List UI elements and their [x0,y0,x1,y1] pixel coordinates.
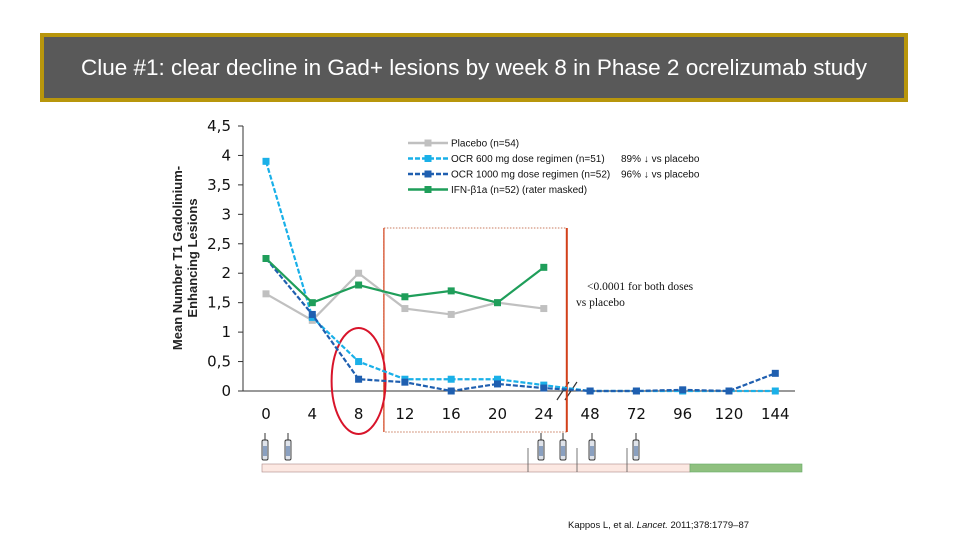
x-tick-label: 48 [581,405,600,423]
data-point [447,387,455,395]
data-point [447,375,455,383]
data-point [447,310,455,318]
x-tick-label: 16 [442,405,461,423]
data-point [725,387,733,395]
syringe-icon [559,433,567,461]
citation-rest: 2011;378:1779–87 [668,520,749,531]
y-tick-label: 2,5 [207,235,231,253]
timeline-segment-followup [689,463,803,473]
x-tick-label: 72 [627,405,646,423]
y-tick-label: 1,5 [207,294,231,312]
syringe-icon [284,433,292,461]
data-point [679,386,687,394]
data-point [540,305,548,313]
legend-marker [424,139,432,147]
data-point [355,375,363,383]
x-tick-label: 8 [354,405,364,423]
citation-prefix: Kappos L, et al. [568,520,637,531]
series-line [265,257,776,393]
data-point [447,287,455,295]
data-point [308,299,316,307]
title-banner: Clue #1: clear decline in Gad+ lesions b… [40,33,908,102]
legend-marker [424,186,432,193]
page-title: Clue #1: clear decline in Gad+ lesions b… [80,54,868,80]
y-axis-label-line1: Mean Number T1 Gadolinium- [170,166,185,350]
data-point [540,384,548,392]
y-tick-label: 4 [221,146,231,164]
legend-entry: IFN-β1a (n=52) (rater masked) [451,185,587,196]
y-tick-label: 4,5 [207,117,231,135]
data-point [262,255,270,262]
data-point [355,281,363,289]
y-tick-label: 3,5 [207,176,231,194]
data-point [355,358,363,366]
legend-marker [424,155,432,162]
legend-entry: OCR 1000 mg dose regimen (n=52) [451,170,610,181]
legend-marker [424,170,432,178]
y-tick-label: 3 [221,205,231,223]
p-value-annotation-line2: vs placebo [576,297,625,309]
data-point [401,305,409,313]
y-tick-label: 0 [221,382,231,400]
data-point [494,375,501,383]
y-axis-label-line2: Enhancing Lesions [185,198,200,317]
syringe-icon [588,433,596,461]
legend-note: 89% ↓ vs placebo [621,154,700,165]
data-point [771,369,779,377]
citation-journal: Lancet. [637,520,668,531]
syringe-icon [261,433,269,461]
x-tick-label: 20 [488,405,507,423]
x-tick-label: 0 [261,405,271,423]
syringe-icon [537,433,545,461]
data-point [494,299,501,307]
data-point [308,310,316,318]
citation: Kappos L, et al. Lancet. 2011;378:1779–8… [568,520,749,531]
legend-entry: OCR 600 mg dose regimen (n=51) [451,154,605,165]
data-point [540,263,548,271]
legend-entry: Placebo (n=54) [451,139,519,150]
x-tick-label: 12 [395,405,414,423]
x-tick-label: 24 [534,405,553,423]
y-axis-label: Mean Number T1 Gadolinium-Enhancing Lesi… [170,166,200,350]
data-point [401,293,409,301]
y-tick-label: 1 [221,323,231,341]
y-tick-label: 2 [221,264,231,282]
x-tick-label: 4 [308,405,318,423]
data-point [262,157,270,165]
data-point [494,380,501,388]
data-point [586,387,594,395]
syringe-icon [632,433,640,461]
data-point [401,378,409,386]
x-tick-label: 120 [715,405,744,423]
data-point [355,269,363,277]
x-tick-label: 144 [761,405,790,423]
p-value-annotation-line1: <0.0001 for both doses [587,281,694,293]
data-point [262,290,270,298]
legend-note: 96% ↓ vs placebo [621,170,700,181]
highlight-box-dotted [383,227,568,433]
y-tick-label: 0,5 [207,353,231,371]
x-tick-label: 96 [673,405,692,423]
timeline-segment-treatment [261,463,691,473]
data-point [771,387,779,395]
data-point [632,387,640,395]
